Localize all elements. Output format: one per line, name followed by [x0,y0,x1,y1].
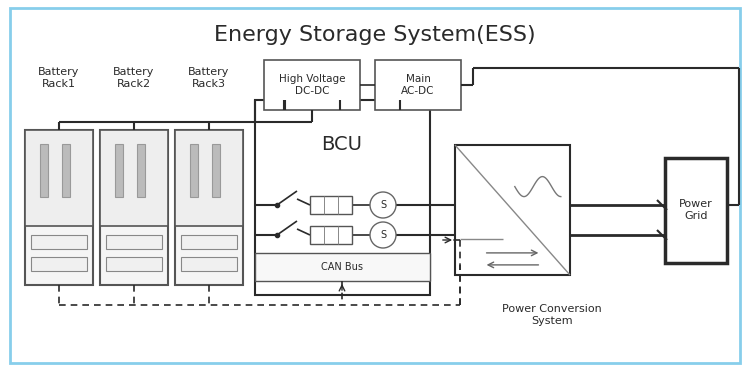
Bar [25,130,93,285]
Bar [106,235,162,249]
Text: Battery
Rack2: Battery Rack2 [113,67,154,89]
Bar [40,144,48,197]
Text: Power
Grid: Power Grid [680,199,712,221]
Bar [211,144,220,197]
Bar [106,257,162,271]
Bar [310,226,352,244]
Text: S: S [380,230,386,240]
Bar [375,60,461,110]
Bar [190,144,198,197]
Bar [31,235,87,249]
Text: Main
AC-DC: Main AC-DC [401,74,435,96]
Bar [31,257,87,271]
Bar [455,145,570,275]
Bar [25,130,93,226]
Bar [264,60,360,110]
Circle shape [370,222,396,248]
Bar [115,144,123,197]
Bar [665,158,727,263]
Text: High Voltage
DC-DC: High Voltage DC-DC [279,74,345,96]
Bar [136,144,145,197]
Text: Power Conversion
System: Power Conversion System [503,304,602,326]
Circle shape [370,192,396,218]
Bar [255,253,430,281]
Bar [181,257,237,271]
Bar [62,144,70,197]
Text: Energy Storage System(ESS): Energy Storage System(ESS) [214,25,536,45]
Text: CAN Bus: CAN Bus [321,262,363,272]
Text: Battery
Rack3: Battery Rack3 [188,67,230,89]
Bar [175,130,243,226]
Bar [100,130,168,226]
Text: S: S [380,200,386,210]
Bar [100,130,168,285]
Bar [175,130,243,285]
Bar [181,235,237,249]
Bar [310,196,352,214]
Bar [255,100,430,295]
Text: BCU: BCU [322,135,362,155]
Text: Battery
Rack1: Battery Rack1 [38,67,80,89]
